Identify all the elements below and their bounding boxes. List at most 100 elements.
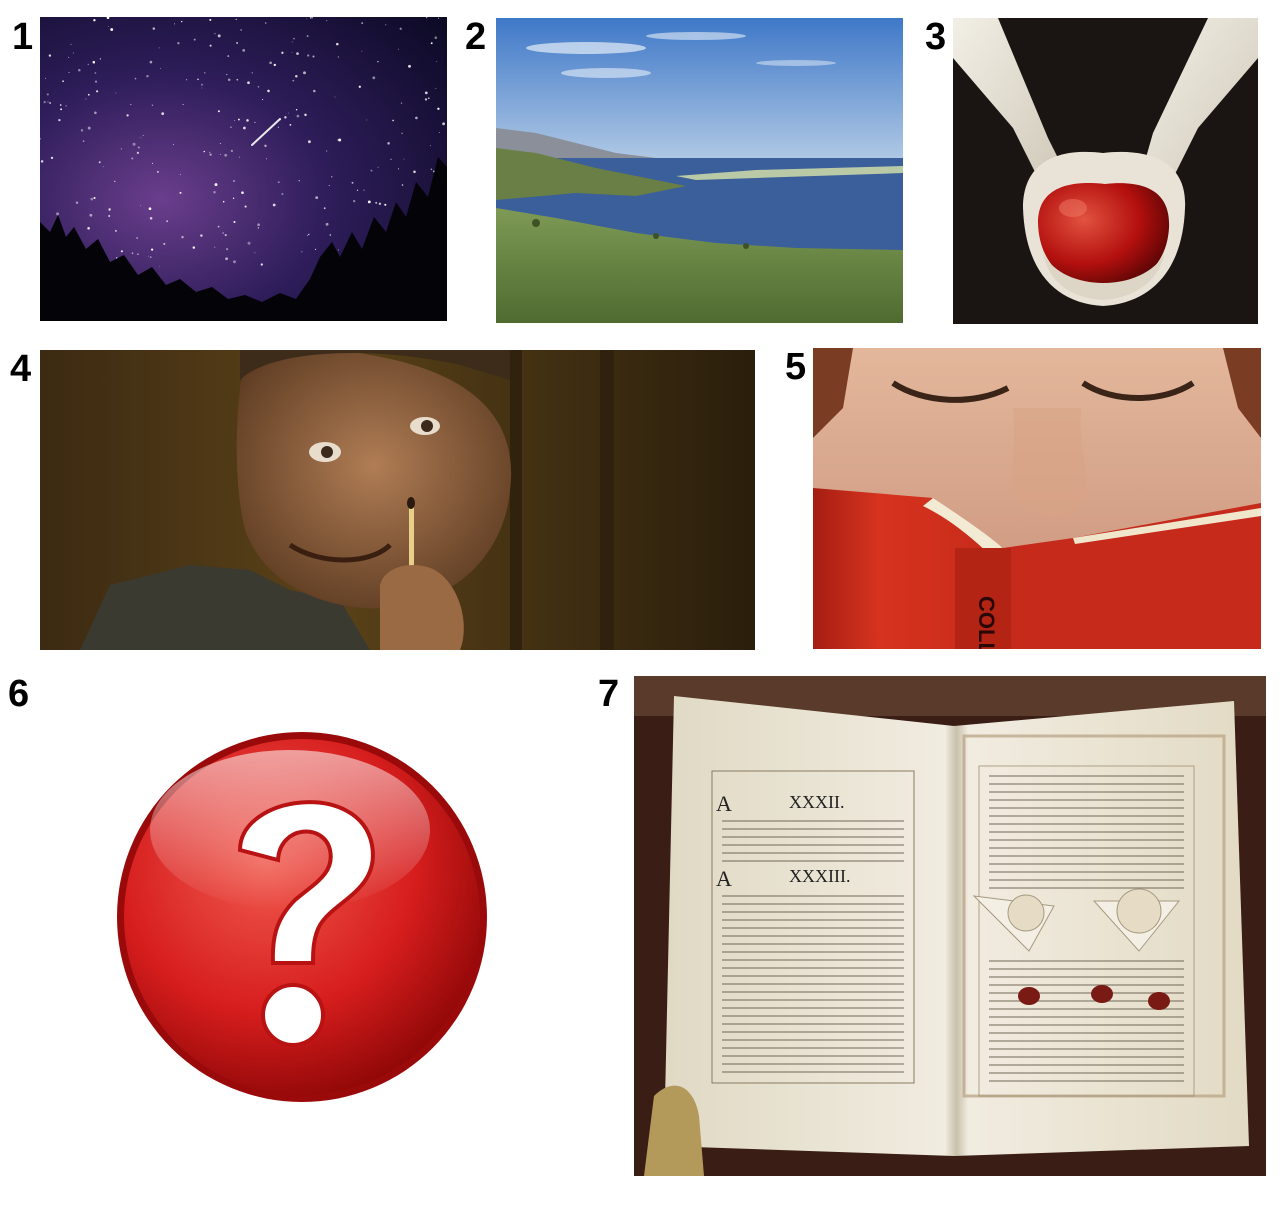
star	[68, 71, 70, 73]
star	[58, 118, 61, 122]
star	[329, 234, 332, 236]
star	[366, 119, 368, 121]
star	[192, 246, 196, 249]
star	[367, 200, 371, 204]
star	[430, 42, 433, 45]
star	[151, 104, 154, 106]
star	[336, 42, 339, 46]
star	[311, 17, 313, 19]
apple-image	[953, 18, 1258, 324]
star	[219, 153, 221, 155]
star	[65, 105, 67, 107]
star	[295, 108, 298, 111]
star	[237, 118, 240, 121]
star	[244, 205, 247, 208]
star	[209, 153, 212, 156]
star	[377, 60, 379, 63]
star	[134, 77, 137, 80]
star	[213, 190, 216, 194]
star	[337, 56, 339, 58]
meteor-streak	[251, 118, 281, 146]
star	[437, 107, 440, 110]
star	[137, 146, 140, 149]
star	[174, 23, 176, 25]
star	[70, 43, 72, 45]
star	[166, 220, 169, 223]
star	[307, 54, 310, 57]
star	[236, 42, 239, 44]
star	[82, 140, 85, 142]
star	[148, 207, 152, 211]
star	[403, 158, 405, 160]
star	[264, 22, 267, 24]
star	[262, 99, 264, 101]
star	[130, 103, 132, 106]
star	[251, 72, 253, 74]
star	[295, 75, 298, 78]
star	[233, 180, 235, 182]
star	[257, 86, 260, 88]
manuscript-initial-bottom: A	[716, 866, 732, 891]
star	[338, 249, 340, 251]
star	[87, 227, 90, 230]
star	[214, 246, 216, 248]
star	[314, 248, 317, 250]
photo-man-holding-match	[40, 350, 755, 650]
star	[375, 201, 378, 204]
star	[120, 250, 123, 253]
star	[137, 253, 139, 255]
panel-number-2: 2	[465, 16, 487, 58]
star	[60, 108, 63, 111]
star	[92, 60, 96, 64]
star	[243, 126, 246, 130]
star	[108, 208, 111, 211]
star	[177, 42, 180, 45]
star	[46, 93, 49, 96]
star	[219, 143, 221, 145]
star	[399, 27, 402, 30]
reading-image: COLL	[813, 348, 1261, 649]
star	[361, 22, 364, 25]
star	[309, 17, 312, 19]
star	[384, 203, 387, 206]
star	[149, 60, 153, 64]
star	[305, 18, 307, 20]
star	[151, 162, 154, 164]
star	[291, 41, 293, 43]
star	[217, 225, 220, 228]
star	[353, 199, 356, 203]
star	[75, 201, 79, 204]
star	[158, 47, 160, 49]
star	[40, 137, 41, 140]
star	[116, 257, 118, 259]
night-sky-image	[40, 17, 447, 321]
star	[115, 92, 117, 94]
star	[214, 33, 216, 35]
star	[146, 74, 149, 78]
photo-historic-manuscript: A XXXII. A XXXIII.	[634, 676, 1266, 1176]
star	[392, 119, 394, 122]
star	[203, 150, 206, 153]
star	[90, 197, 94, 201]
star	[209, 151, 211, 154]
star	[43, 100, 46, 104]
star	[435, 87, 437, 89]
star	[159, 266, 161, 268]
star	[277, 126, 279, 128]
star	[331, 176, 333, 178]
star	[436, 60, 438, 62]
star	[93, 18, 96, 22]
star	[47, 101, 49, 103]
tree-silhouettes	[40, 157, 447, 321]
star	[400, 102, 403, 104]
star	[246, 119, 249, 122]
star	[240, 29, 242, 31]
star	[415, 116, 418, 120]
star	[224, 153, 228, 157]
star	[328, 185, 330, 186]
photo-woman-reading-book: COLL	[813, 348, 1261, 649]
star	[387, 142, 390, 145]
manuscript-heading-top: XXXII.	[789, 792, 845, 812]
star	[85, 98, 87, 100]
star	[222, 200, 225, 203]
